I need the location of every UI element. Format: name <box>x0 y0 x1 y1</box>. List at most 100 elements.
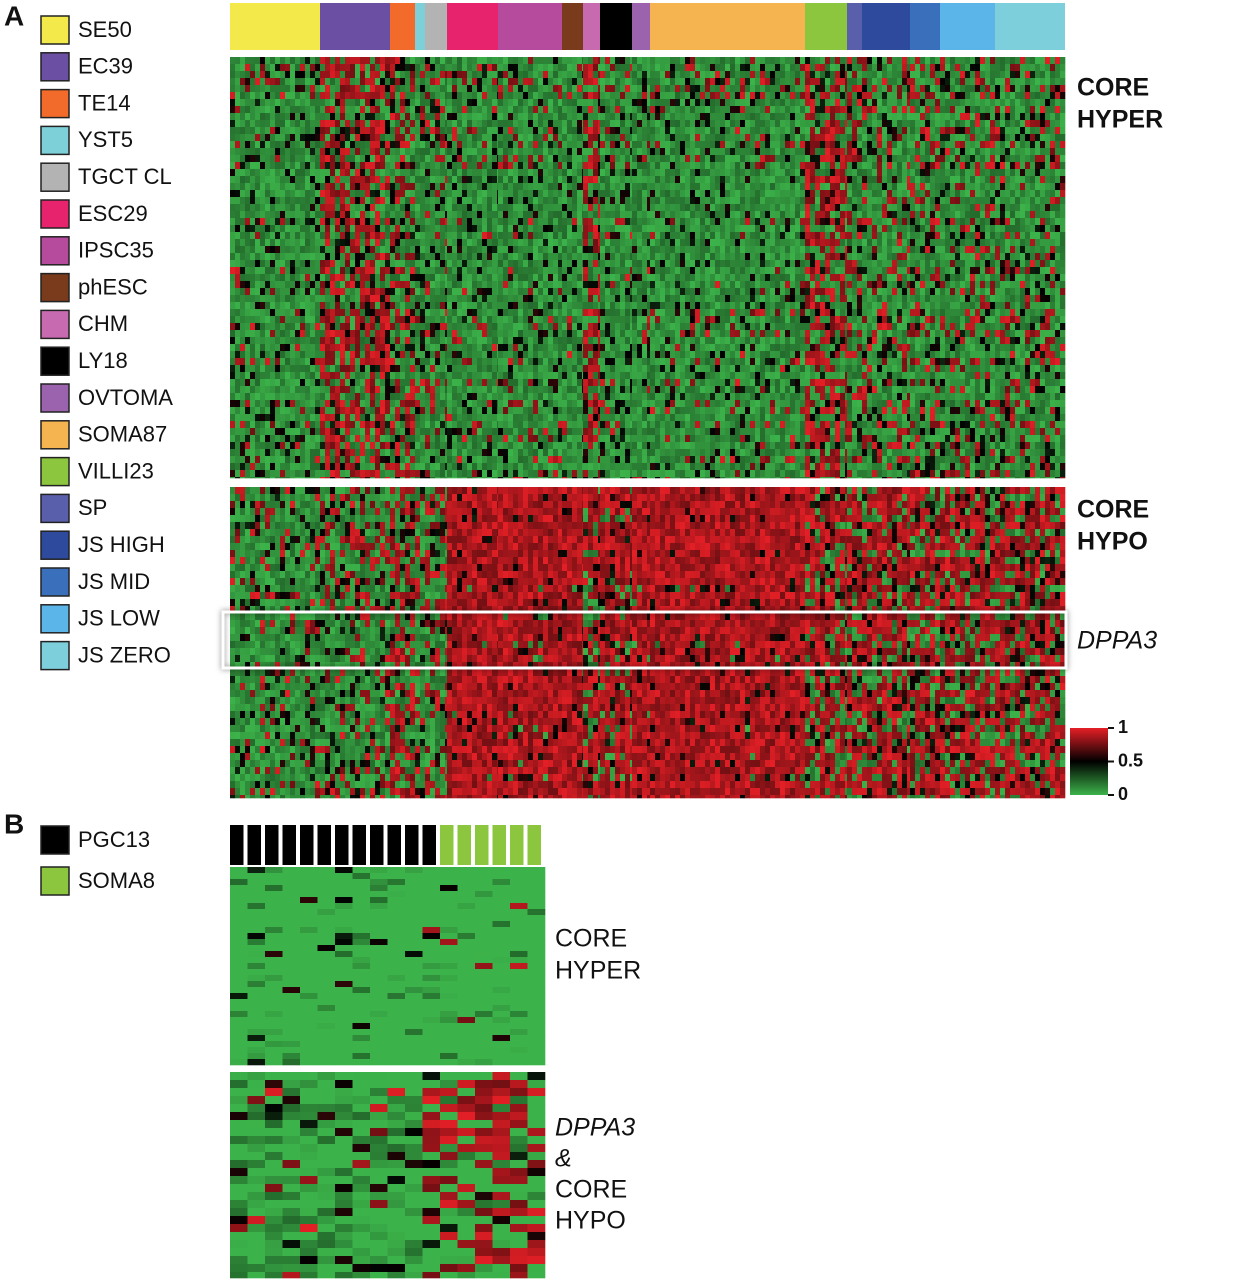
heatmap-cell <box>930 64 936 72</box>
heatmap-cell <box>508 169 514 177</box>
heatmap-cell <box>513 204 519 212</box>
heatmap-cell <box>820 155 826 163</box>
heatmap-cell <box>920 183 926 191</box>
heatmap-cell <box>1020 162 1026 170</box>
heatmap-cell <box>695 155 701 163</box>
heatmap-cell <box>440 64 446 72</box>
panel-label: A <box>4 0 24 31</box>
heatmap-cell <box>250 253 256 261</box>
heatmap-cell <box>700 218 706 226</box>
heatmap-cell <box>245 246 251 254</box>
heatmap-cell <box>518 169 524 177</box>
heatmap-cell <box>320 113 326 121</box>
heatmap-cell <box>492 232 498 240</box>
heatmap-cell <box>270 92 276 100</box>
heatmap-cell <box>330 113 336 121</box>
heatmap-cell <box>503 253 509 261</box>
heatmap-cell <box>1030 211 1036 219</box>
heatmap-cell <box>305 232 311 240</box>
heatmap-cell <box>735 57 741 65</box>
heatmap-cell <box>1010 225 1016 233</box>
heatmap-cell <box>538 92 544 100</box>
heatmap-cell <box>730 225 736 233</box>
heatmap-cell <box>1045 169 1051 177</box>
heatmap-cell <box>1005 253 1011 261</box>
heatmap-cell <box>567 141 573 149</box>
heatmap-cell <box>915 218 921 226</box>
heatmap-cell <box>862 78 868 86</box>
heatmap-cell <box>605 183 611 191</box>
heatmap-cell <box>1030 85 1036 93</box>
heatmap-cell <box>950 211 956 219</box>
heatmap-cell <box>910 64 916 72</box>
heatmap-cell <box>675 155 681 163</box>
heatmap-cell <box>770 211 776 219</box>
heatmap-cell <box>477 92 483 100</box>
heatmap-cell <box>533 141 539 149</box>
heatmap-cell <box>887 218 893 226</box>
sample-group-bar <box>562 3 583 50</box>
heatmap-cell <box>882 127 888 135</box>
heatmap-cell <box>588 120 594 128</box>
heatmap-cell <box>1005 120 1011 128</box>
heatmap-cell <box>270 148 276 156</box>
heatmap-cell <box>588 99 594 107</box>
heatmap-cell <box>655 183 661 191</box>
heatmap-cell <box>675 78 681 86</box>
heatmap-cell <box>835 57 841 65</box>
heatmap-cell <box>730 92 736 100</box>
heatmap-cell <box>315 190 321 198</box>
heatmap-cell <box>800 155 806 163</box>
heatmap-cell <box>765 225 771 233</box>
heatmap-cell <box>533 78 539 86</box>
heatmap-cell <box>497 246 499 254</box>
heatmap-cell <box>920 127 926 135</box>
heatmap-cell <box>250 232 256 240</box>
heatmap-cell <box>513 71 519 79</box>
heatmap-cell <box>725 239 731 247</box>
heatmap-cell <box>315 148 321 156</box>
heatmap-cell <box>235 246 241 254</box>
heatmap-cell <box>280 64 286 72</box>
heatmap-cell <box>577 134 583 142</box>
heatmap-cell <box>725 225 731 233</box>
heatmap-cell <box>350 141 356 149</box>
heatmap-cell <box>558 253 563 261</box>
heatmap-cell <box>800 211 806 219</box>
heatmap-cell <box>877 162 883 170</box>
heatmap-cell <box>543 78 549 86</box>
heatmap-cell <box>513 197 519 205</box>
heatmap-cell <box>670 190 676 198</box>
heatmap-cell <box>810 141 816 149</box>
heatmap-cell <box>775 183 781 191</box>
heatmap-cell <box>955 64 961 72</box>
heatmap-cell <box>965 204 971 212</box>
heatmap-cell <box>770 197 776 205</box>
heatmap-cell <box>795 253 801 261</box>
heatmap-cell <box>845 155 848 163</box>
heatmap-cell <box>760 99 766 107</box>
heatmap-cell <box>680 197 686 205</box>
heatmap-cell <box>845 253 848 261</box>
heatmap-cell <box>487 141 493 149</box>
heatmap-cell <box>285 127 291 135</box>
heatmap-cell <box>295 113 301 121</box>
heatmap-cell <box>335 78 341 86</box>
heatmap-cell <box>365 225 371 233</box>
heatmap-cell <box>805 85 811 93</box>
heatmap-cell <box>508 162 514 170</box>
heatmap-cell <box>647 204 651 212</box>
heatmap-cell <box>562 92 568 100</box>
heatmap-cell <box>300 141 306 149</box>
heatmap-cell <box>725 232 731 240</box>
heatmap-cell <box>375 197 381 205</box>
heatmap-cell <box>435 169 441 177</box>
heatmap-cell <box>410 120 416 128</box>
heatmap-cell <box>582 64 584 72</box>
heatmap-cell <box>615 120 621 128</box>
heatmap-cell <box>420 225 426 233</box>
heatmap-cell <box>275 239 281 247</box>
heatmap-cell <box>567 190 573 198</box>
heatmap-cell <box>430 169 436 177</box>
